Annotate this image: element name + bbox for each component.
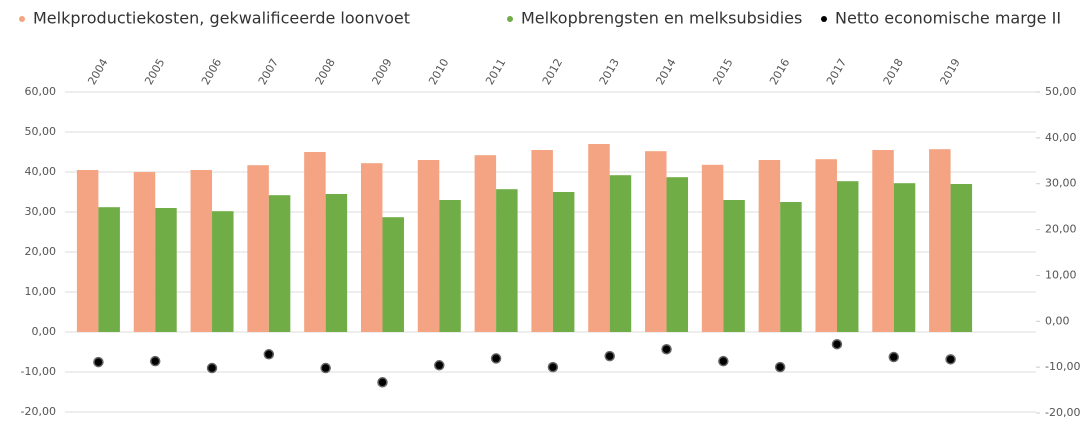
x-tick-label: 2009	[369, 56, 394, 87]
x-tick-label: 2018	[881, 56, 906, 87]
bar	[268, 195, 291, 332]
point	[263, 349, 275, 360]
point	[93, 356, 104, 368]
bar	[439, 200, 461, 332]
bar	[950, 184, 973, 332]
point	[888, 351, 900, 363]
x-tick-label: 2006	[199, 56, 224, 87]
x-tick-label: 2011	[483, 56, 508, 87]
y-tick-label: -10,00	[21, 365, 56, 378]
bar	[929, 149, 951, 332]
bar	[701, 164, 724, 332]
point	[774, 361, 786, 373]
y-tick-label: 40,00	[25, 165, 57, 178]
bar	[723, 200, 745, 332]
point	[831, 338, 843, 350]
y2-tick-label: 20,00	[1045, 223, 1077, 236]
y-tick-label: 60,00	[25, 85, 57, 98]
legend-marker	[19, 16, 25, 22]
legend-label: Netto economische marge II	[835, 9, 1061, 28]
x-tick-label: 2004	[85, 56, 110, 87]
bar	[815, 159, 837, 332]
y-tick-label: 30,00	[25, 205, 57, 218]
x-tick-label: 2015	[710, 56, 735, 87]
y2-tick-label: 30,00	[1045, 177, 1077, 190]
x-tick-label: 2007	[256, 56, 281, 87]
y-tick-label: 10,00	[25, 285, 57, 298]
bar	[588, 144, 610, 332]
point	[149, 355, 161, 367]
bar	[609, 175, 632, 332]
bar	[190, 170, 213, 332]
bar	[474, 155, 497, 332]
x-tick-label: 2013	[597, 56, 622, 87]
x-tick-label: 2014	[653, 56, 678, 87]
bar	[360, 163, 383, 332]
bar	[893, 183, 916, 332]
x-tick-label: 2017	[824, 56, 849, 87]
bar	[304, 152, 326, 332]
bar	[247, 165, 269, 332]
point	[718, 355, 729, 367]
point	[604, 350, 615, 362]
x-tick-label: 2010	[426, 56, 451, 87]
bar	[133, 172, 156, 332]
bar	[76, 170, 99, 332]
bar	[496, 189, 518, 332]
x-tick-label: 2005	[142, 56, 167, 87]
legend-label: Melkopbrengsten en melksubsidies	[521, 9, 802, 28]
point	[377, 377, 388, 388]
bar	[552, 192, 575, 332]
bar	[155, 208, 177, 332]
point	[206, 362, 218, 374]
y-tick-label: 0,00	[32, 325, 57, 338]
point	[490, 353, 502, 364]
bar	[98, 207, 120, 332]
bar	[531, 150, 553, 332]
bar	[780, 202, 802, 332]
bar	[212, 211, 234, 332]
x-tick-label: 2012	[540, 56, 565, 87]
bar	[758, 160, 781, 332]
point	[661, 344, 672, 355]
bar	[382, 217, 404, 332]
bar	[645, 151, 667, 332]
y-tick-label: 20,00	[25, 245, 57, 258]
y2-tick-label: 50,00	[1045, 85, 1077, 98]
legend-marker	[507, 16, 513, 22]
point	[945, 354, 956, 365]
bar	[666, 177, 689, 332]
y2-tick-label: 0,00	[1045, 314, 1070, 327]
bar	[325, 194, 348, 332]
legend-marker	[821, 16, 827, 22]
point	[434, 360, 445, 371]
bar	[872, 150, 894, 332]
y-tick-label: -20,00	[21, 405, 56, 418]
y2-tick-label: -20,00	[1045, 406, 1080, 419]
point	[547, 361, 559, 373]
y-tick-label: 50,00	[25, 125, 57, 138]
point	[320, 362, 331, 374]
bar	[417, 160, 440, 332]
y2-tick-label: -10,00	[1045, 360, 1080, 373]
x-tick-label: 2008	[313, 56, 338, 87]
bar	[836, 181, 859, 332]
legend-label: Melkproductiekosten, gekwalificeerde loo…	[33, 9, 410, 28]
x-tick-label: 2019	[938, 56, 963, 87]
x-tick-label: 2016	[767, 56, 792, 87]
y2-tick-label: 10,00	[1045, 268, 1077, 281]
y2-tick-label: 40,00	[1045, 131, 1077, 144]
